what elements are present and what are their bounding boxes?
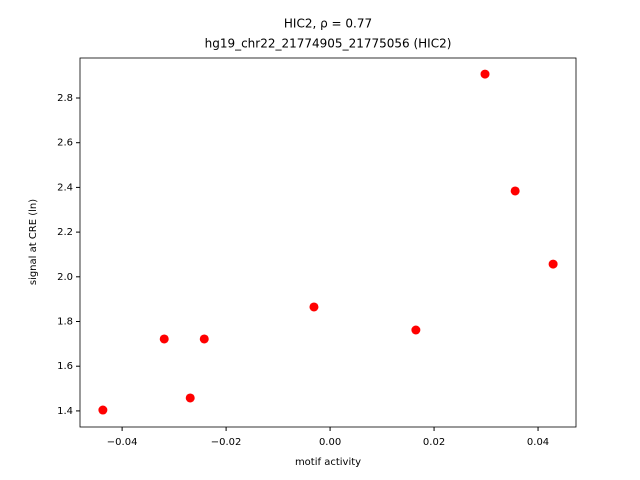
point <box>309 302 319 312</box>
y-axis-label: signal at CRE (ln) <box>28 199 39 285</box>
x-tick-label: −0.04 <box>107 437 138 448</box>
x-tick-label: 0.00 <box>319 437 341 448</box>
point <box>98 405 108 415</box>
y-tick-label: 2.4 <box>57 182 73 193</box>
y-tick-label: 2.2 <box>57 227 73 238</box>
x-tick-label: 0.02 <box>423 437 445 448</box>
point <box>548 259 558 269</box>
y-tick-label: 2.8 <box>57 93 73 104</box>
point <box>480 69 490 79</box>
point <box>411 325 421 335</box>
y-tick-label: 1.6 <box>57 361 73 372</box>
y-tick-label: 2.6 <box>57 138 73 149</box>
x-tick-label: −0.02 <box>211 437 242 448</box>
chart-title: HIC2, ρ = 0.77 <box>284 17 372 31</box>
x-tick-label: 0.04 <box>527 437 549 448</box>
chart-subtitle: hg19_chr22_21774905_21775056 (HIC2) <box>205 37 452 51</box>
point <box>510 186 520 196</box>
y-tick-label: 1.4 <box>57 406 73 417</box>
point <box>199 334 209 344</box>
point <box>185 393 195 403</box>
point <box>159 334 169 344</box>
plot-frame <box>79 57 577 428</box>
y-tick-label: 1.8 <box>57 317 73 328</box>
x-axis-label: motif activity <box>295 457 361 468</box>
y-tick-label: 2.0 <box>57 272 73 283</box>
